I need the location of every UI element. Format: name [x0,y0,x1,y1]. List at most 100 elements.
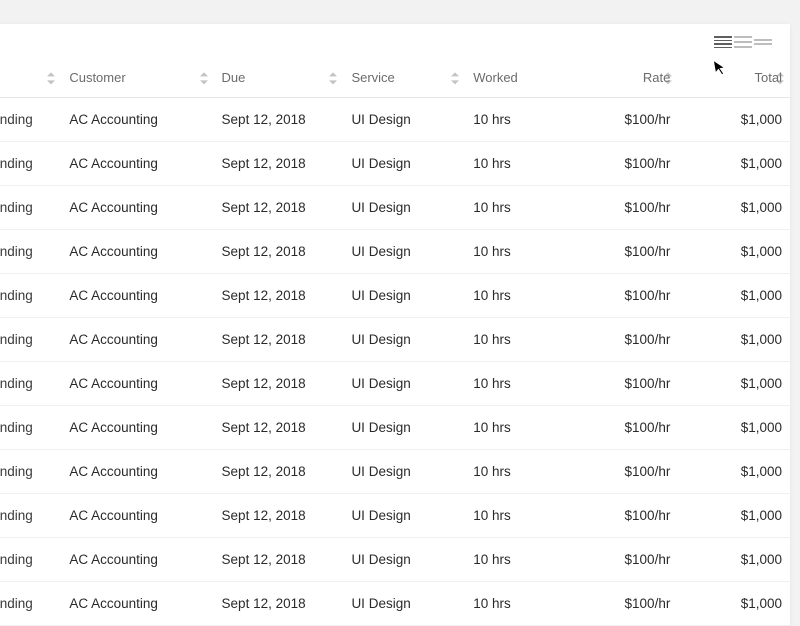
cell-rate: $100/hr [567,538,679,582]
cell-rate: $100/hr [567,98,679,142]
cell-service: UI Design [343,582,465,626]
col-header-service[interactable]: Service [343,60,465,98]
density-normal-button[interactable] [734,35,752,49]
table-row[interactable]: tstandingAC AccountingSept 12, 2018UI De… [0,362,790,406]
col-header-status[interactable]: tus [0,60,61,98]
cell-rate: $100/hr [567,186,679,230]
table-toolbar [0,24,790,60]
cell-service: UI Design [343,406,465,450]
col-header-label: Worked [473,70,518,85]
col-header-label: Due [222,70,246,85]
cell-total: $1,000 [678,98,790,142]
density-compact-button[interactable] [714,35,732,49]
cell-rate: $100/hr [567,494,679,538]
cell-service: UI Design [343,142,465,186]
cell-status: tstanding [0,186,61,230]
col-header-rate[interactable]: Rate [567,60,679,98]
cell-customer: AC Accounting [61,582,213,626]
cell-status: tstanding [0,230,61,274]
sort-icon [200,72,208,84]
cell-rate: $100/hr [567,274,679,318]
table-header-row: tus Customer Due Service Worked [0,60,790,98]
cell-customer: AC Accounting [61,494,213,538]
cell-worked: 10 hrs [465,274,566,318]
table-row[interactable]: tstandingAC AccountingSept 12, 2018UI De… [0,186,790,230]
cell-worked: 10 hrs [465,142,566,186]
table-row[interactable]: tstandingAC AccountingSept 12, 2018UI De… [0,98,790,142]
cell-service: UI Design [343,186,465,230]
cell-service: UI Design [343,274,465,318]
invoice-table: tus Customer Due Service Worked [0,60,790,626]
cell-worked: 10 hrs [465,494,566,538]
sort-icon [664,72,672,84]
cell-status: tstanding [0,450,61,494]
sort-icon [451,72,459,84]
cell-customer: AC Accounting [61,450,213,494]
cell-rate: $100/hr [567,230,679,274]
cell-rate: $100/hr [567,362,679,406]
cell-worked: 10 hrs [465,406,566,450]
cell-total: $1,000 [678,318,790,362]
table-row[interactable]: tstandingAC AccountingSept 12, 2018UI De… [0,142,790,186]
cell-customer: AC Accounting [61,230,213,274]
cell-service: UI Design [343,538,465,582]
cell-total: $1,000 [678,186,790,230]
cell-rate: $100/hr [567,142,679,186]
cell-service: UI Design [343,494,465,538]
cell-due: Sept 12, 2018 [214,582,344,626]
cell-status: tstanding [0,98,61,142]
cell-total: $1,000 [678,142,790,186]
cell-due: Sept 12, 2018 [214,230,344,274]
col-header-due[interactable]: Due [214,60,344,98]
cell-worked: 10 hrs [465,318,566,362]
cell-status: tstanding [0,142,61,186]
col-header-label: Customer [69,70,125,85]
table-row[interactable]: tstandingAC AccountingSept 12, 2018UI De… [0,318,790,362]
cell-service: UI Design [343,362,465,406]
cell-worked: 10 hrs [465,582,566,626]
cell-rate: $100/hr [567,582,679,626]
cell-customer: AC Accounting [61,406,213,450]
cell-customer: AC Accounting [61,362,213,406]
cell-worked: 10 hrs [465,362,566,406]
cell-total: $1,000 [678,538,790,582]
cell-status: tstanding [0,274,61,318]
cell-due: Sept 12, 2018 [214,186,344,230]
cell-customer: AC Accounting [61,318,213,362]
cell-customer: AC Accounting [61,186,213,230]
cell-total: $1,000 [678,406,790,450]
cell-customer: AC Accounting [61,274,213,318]
table-row[interactable]: tstandingAC AccountingSept 12, 2018UI De… [0,538,790,582]
col-header-total[interactable]: Total [678,60,790,98]
cell-total: $1,000 [678,230,790,274]
table-row[interactable]: tstandingAC AccountingSept 12, 2018UI De… [0,582,790,626]
density-loose-button[interactable] [754,35,772,49]
cell-worked: 10 hrs [465,538,566,582]
cell-total: $1,000 [678,362,790,406]
cell-due: Sept 12, 2018 [214,450,344,494]
cell-status: tstanding [0,362,61,406]
cell-total: $1,000 [678,274,790,318]
cell-status: tstanding [0,318,61,362]
cell-due: Sept 12, 2018 [214,142,344,186]
cell-service: UI Design [343,98,465,142]
cell-worked: 10 hrs [465,450,566,494]
col-header-worked[interactable]: Worked [465,60,566,98]
cell-service: UI Design [343,450,465,494]
cell-due: Sept 12, 2018 [214,318,344,362]
table-row[interactable]: tstandingAC AccountingSept 12, 2018UI De… [0,450,790,494]
col-header-customer[interactable]: Customer [61,60,213,98]
table-row[interactable]: tstandingAC AccountingSept 12, 2018UI De… [0,406,790,450]
table-row[interactable]: tstandingAC AccountingSept 12, 2018UI De… [0,230,790,274]
cell-status: tstanding [0,406,61,450]
cell-due: Sept 12, 2018 [214,98,344,142]
table-row[interactable]: tstandingAC AccountingSept 12, 2018UI De… [0,274,790,318]
cell-customer: AC Accounting [61,142,213,186]
table-row[interactable]: tstandingAC AccountingSept 12, 2018UI De… [0,494,790,538]
invoice-table-panel: tus Customer Due Service Worked [0,24,790,626]
cell-worked: 10 hrs [465,186,566,230]
cell-rate: $100/hr [567,406,679,450]
sort-icon [47,72,55,84]
cell-total: $1,000 [678,494,790,538]
sort-icon [329,72,337,84]
